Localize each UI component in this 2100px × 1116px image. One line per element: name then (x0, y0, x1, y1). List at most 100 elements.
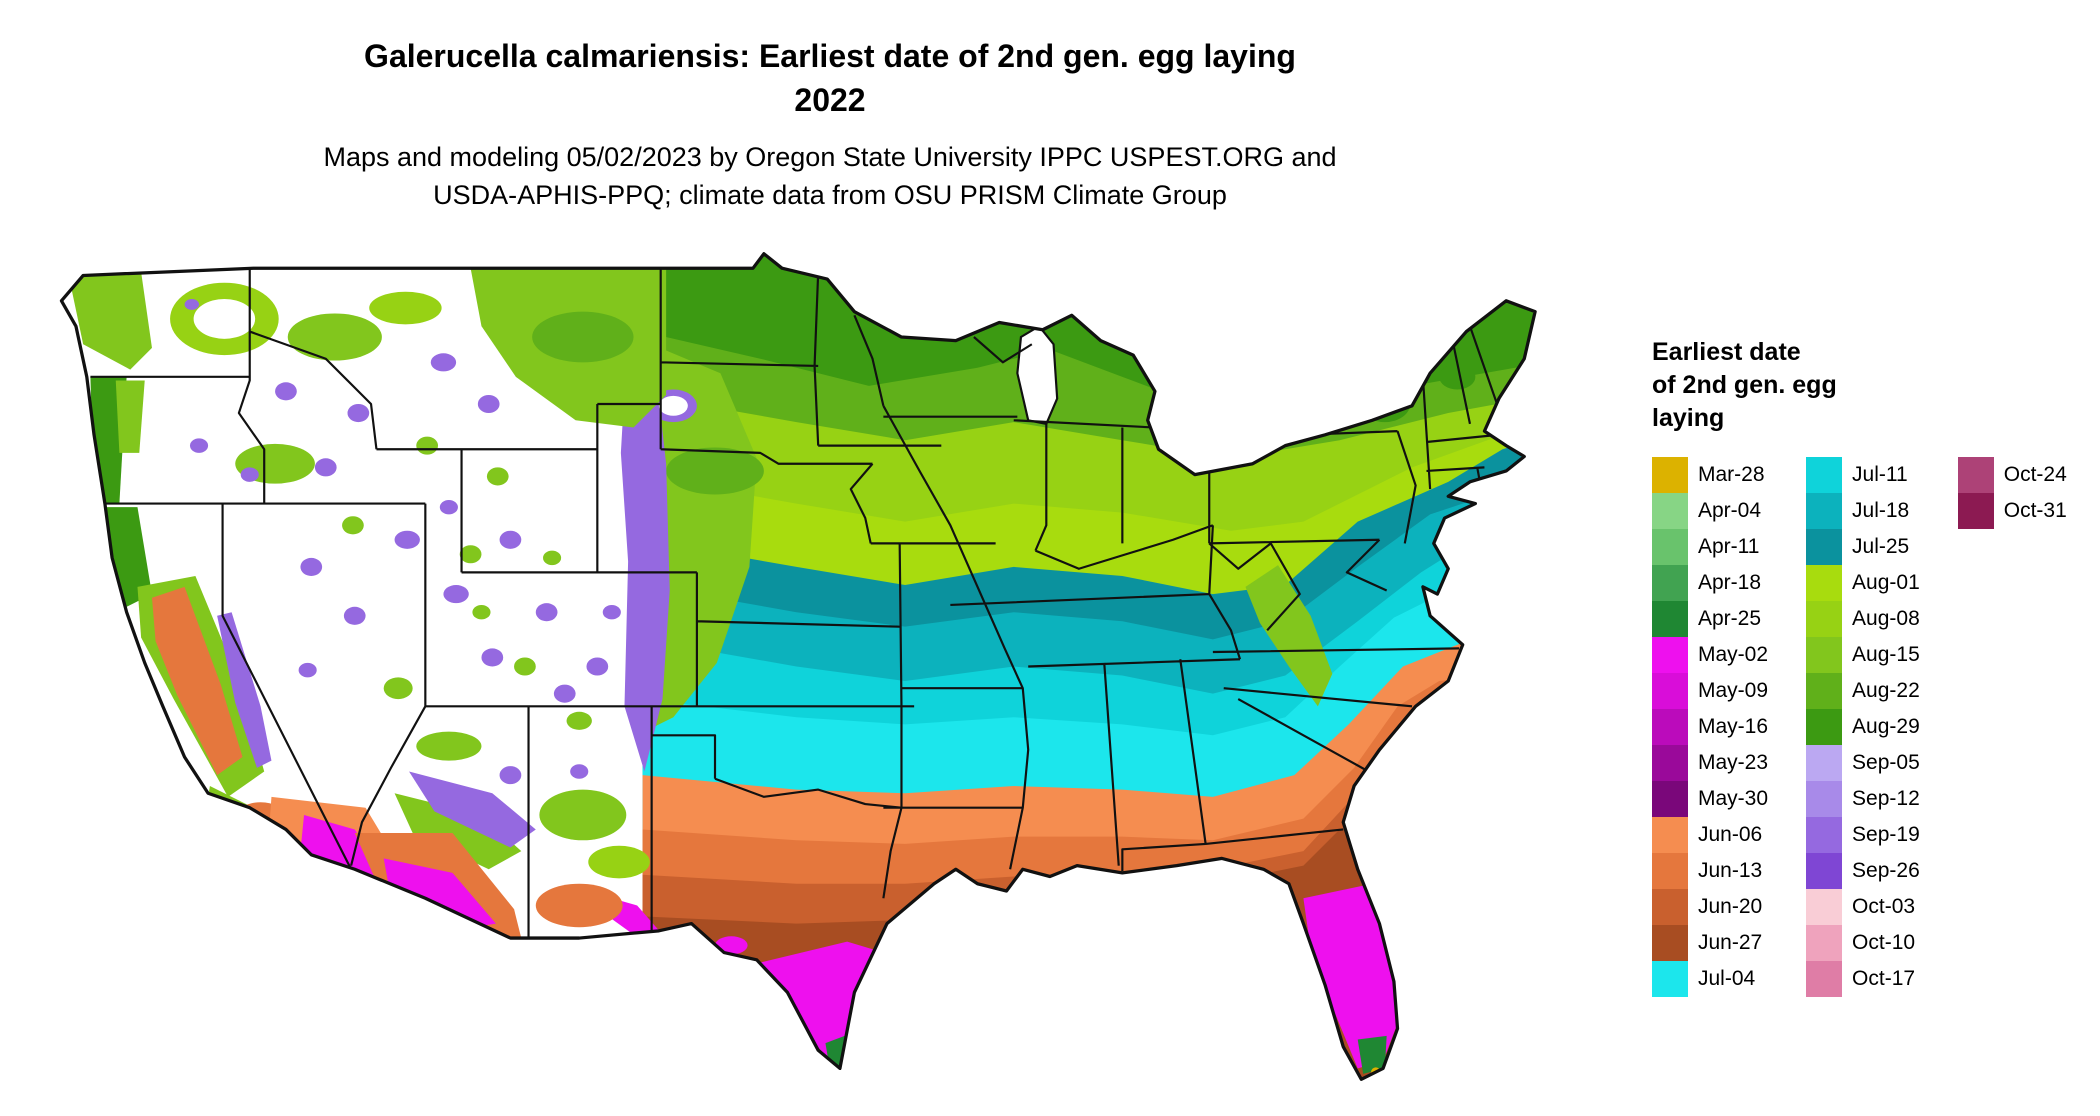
legend-entry: May-23 (1652, 745, 1768, 781)
legend-swatch (1806, 673, 1843, 709)
legend-label: Mar-28 (1698, 463, 1765, 486)
legend-title: Earliest date of 2nd gen. egg laying (1652, 336, 2067, 435)
legend-swatch (1806, 781, 1843, 817)
legend-swatch (1806, 709, 1843, 745)
legend-swatch (1806, 889, 1843, 925)
legend-label: May-16 (1698, 715, 1769, 738)
legend-entry: Aug-08 (1806, 601, 1920, 637)
legend-entry: May-02 (1652, 637, 1768, 673)
legend-columns: Mar-28 Apr-04 Apr-11 Apr-18 Apr-25 May-02 May-… (1652, 457, 2067, 997)
legend-swatch (1806, 493, 1843, 529)
legend-label: May-02 (1698, 643, 1769, 666)
legend-title-line-3: laying (1652, 404, 1725, 432)
legend-entry: Apr-25 (1652, 601, 1768, 637)
legend-swatch (1806, 529, 1843, 565)
legend-label: Apr-04 (1698, 499, 1762, 522)
legend: Earliest date of 2nd gen. egg laying Mar… (1652, 336, 2067, 997)
legend-swatch (1652, 673, 1688, 709)
legend-label: Jun-06 (1698, 823, 1763, 846)
legend-label: Oct-03 (1852, 895, 1916, 918)
legend-column-3: Oct-24 Oct-31 (1957, 457, 2067, 529)
legend-label: Sep-26 (1852, 859, 1920, 882)
legend-entry: Apr-04 (1652, 493, 1768, 529)
legend-swatch (1652, 817, 1688, 853)
legend-label: Oct-10 (1852, 931, 1916, 954)
legend-swatch (1806, 925, 1843, 961)
legend-swatch (1652, 889, 1688, 925)
legend-label: Oct-24 (2003, 463, 2067, 486)
legend-entry: Sep-26 (1806, 853, 1920, 889)
legend-label: Apr-25 (1698, 607, 1762, 630)
legend-label: Aug-22 (1852, 679, 1920, 702)
legend-entry: Oct-10 (1806, 925, 1920, 961)
legend-swatch (1652, 709, 1688, 745)
legend-swatch (1652, 961, 1688, 997)
legend-column-1: Mar-28 Apr-04 Apr-11 Apr-18 Apr-25 May-02 May-… (1652, 457, 1768, 997)
legend-label: Jun-20 (1698, 895, 1763, 918)
legend-entry: Jun-27 (1652, 925, 1768, 961)
legend-title-line-1: Earliest date (1652, 338, 1801, 366)
legend-entry: Oct-31 (1957, 493, 2067, 529)
legend-label: Aug-01 (1852, 571, 1920, 594)
legend-label: Sep-12 (1852, 787, 1920, 810)
page-title-year: 2022 (794, 82, 866, 118)
legend-label: Apr-11 (1698, 535, 1760, 558)
legend-swatch (1806, 961, 1843, 997)
legend-swatch (1652, 781, 1688, 817)
legend-swatch (1806, 745, 1843, 781)
legend-swatch (1652, 925, 1688, 961)
legend-label: Aug-08 (1852, 607, 1920, 630)
legend-entry: Aug-01 (1806, 565, 1920, 601)
legend-label: Jul-25 (1852, 535, 1910, 558)
legend-label: Aug-15 (1852, 643, 1920, 666)
legend-swatch (1652, 565, 1688, 601)
legend-label: Jul-18 (1852, 499, 1910, 522)
map-header: Galerucella calmariensis: Earliest date … (0, 34, 1660, 214)
legend-swatch (1652, 601, 1688, 637)
legend-label: May-09 (1698, 679, 1769, 702)
legend-label: Jun-13 (1698, 859, 1763, 882)
legend-swatch (1806, 565, 1843, 601)
legend-label: May-30 (1698, 787, 1769, 810)
legend-entry: Oct-17 (1806, 961, 1920, 997)
legend-column-2: Jul-11 Jul-18 Jul-25 Aug-01 Aug-08 Aug-15 Aug-… (1806, 457, 1920, 997)
legend-entry: Sep-05 (1806, 745, 1920, 781)
subtitle-line-2: USDA-APHIS-PPQ; climate data from OSU PR… (433, 180, 1227, 210)
legend-swatch (1806, 601, 1843, 637)
legend-entry: Oct-03 (1806, 889, 1920, 925)
legend-swatch (1806, 457, 1843, 493)
legend-swatch (1957, 493, 1994, 529)
legend-label: Sep-19 (1852, 823, 1920, 846)
legend-entry: Jul-18 (1806, 493, 1920, 529)
purple-speckles (184, 298, 621, 785)
legend-swatch (1652, 637, 1688, 673)
legend-swatch (1652, 745, 1688, 781)
legend-label: Aug-29 (1852, 715, 1920, 738)
legend-entry: May-16 (1652, 709, 1768, 745)
legend-swatch (1652, 457, 1688, 493)
map-fill-layer (61, 253, 1536, 1080)
legend-entry: Jul-04 (1652, 961, 1768, 997)
map-subtitle: Maps and modeling 05/02/2023 by Oregon S… (0, 138, 1660, 214)
legend-entry: Apr-18 (1652, 565, 1768, 601)
legend-entry: Aug-22 (1806, 673, 1920, 709)
legend-entry: May-09 (1652, 673, 1768, 709)
legend-entry: Jul-11 (1806, 457, 1920, 493)
legend-swatch (1806, 853, 1843, 889)
green-speckles (342, 436, 592, 730)
subtitle-line-1: Maps and modeling 05/02/2023 by Oregon S… (323, 142, 1337, 172)
legend-swatch (1806, 817, 1843, 853)
legend-label: Sep-05 (1852, 751, 1920, 774)
legend-entry: Oct-24 (1957, 457, 2067, 493)
legend-swatch (1652, 853, 1688, 889)
legend-label: Jun-27 (1698, 931, 1763, 954)
legend-entry: Sep-12 (1806, 781, 1920, 817)
state-borders-west (90, 268, 1023, 939)
legend-entry: Aug-29 (1806, 709, 1920, 745)
us-outline (59, 252, 1537, 1081)
legend-label: Oct-31 (2003, 499, 2067, 522)
legend-label: Jul-11 (1852, 463, 1908, 486)
legend-entry: Jul-25 (1806, 529, 1920, 565)
legend-entry: Jun-06 (1652, 817, 1768, 853)
